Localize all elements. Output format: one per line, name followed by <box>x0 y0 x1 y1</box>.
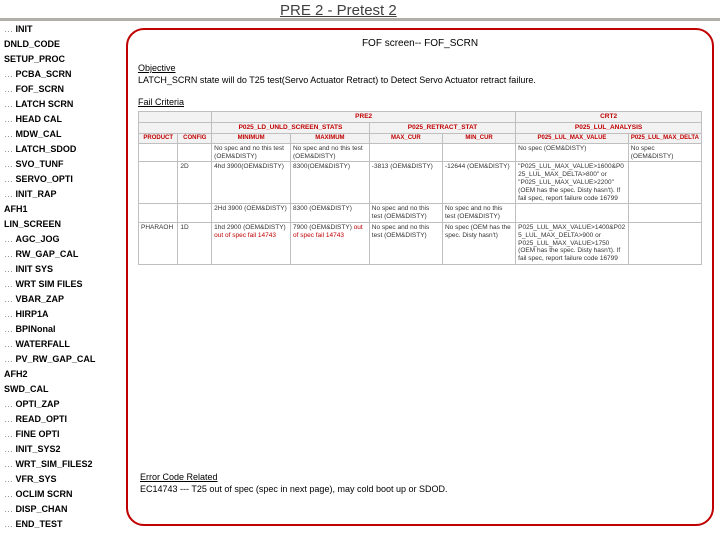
sidebar-item[interactable]: … FINE OPTI <box>4 427 120 442</box>
table-cell: PHARAOH <box>139 222 178 264</box>
objective-heading: Objective <box>138 63 702 73</box>
column-header: PRODUCT <box>139 133 178 143</box>
sidebar-item[interactable]: … LATCH SCRN <box>4 97 120 112</box>
group-header: PRE2 <box>212 112 516 123</box>
content-subtitle: FOF screen-- FOF_SCRN <box>138 38 702 49</box>
table-cell: No spec and no this test (OEM&DISTY) <box>212 143 291 162</box>
sidebar-item[interactable]: … OCLIM SCRN <box>4 487 120 502</box>
table-row: No spec and no this test (OEM&DISTY)No s… <box>139 143 702 162</box>
sidebar-item[interactable]: … WATERFALL <box>4 337 120 352</box>
table-row: 2Hd 3900 (OEM&DISTY)8300 (OEM&DISTY)No s… <box>139 204 702 223</box>
column-header: MAXIMUM <box>290 133 369 143</box>
table-row: 2D4hd 3900(OEM&DISTY)8300(OEM&DISTY)-381… <box>139 162 702 204</box>
table-cell: "P025_LUL_MAX_VALUE>1600&P025_LUL_MAX_DE… <box>516 162 629 204</box>
sidebar-item[interactable]: … INIT_SYS2 <box>4 442 120 457</box>
table-cell: No spec and no this test (OEM&DISTY) <box>442 204 515 223</box>
subgroup-header: P025_LUL_ANALYSIS <box>516 122 702 133</box>
sidebar-item[interactable]: … RW_GAP_CAL <box>4 247 120 262</box>
table-cell: No spec (OEM has the spec. Disty hasn't) <box>442 222 515 264</box>
subgroup-header: P025_RETRACT_STAT <box>369 122 515 133</box>
sidebar-item[interactable]: … VFR_SYS <box>4 472 120 487</box>
table-cell: No spec (OEM&DISTY) <box>628 143 701 162</box>
sidebar-item[interactable]: … MDW_CAL <box>4 127 120 142</box>
table-cell <box>139 143 178 162</box>
sidebar-item[interactable]: … INIT <box>4 22 120 37</box>
group-header: CRT2 <box>516 112 702 123</box>
table-cell <box>628 204 701 223</box>
table-cell <box>178 204 212 223</box>
sidebar-item[interactable]: … END_TEST <box>4 517 120 532</box>
sidebar-item[interactable]: … BPINonal <box>4 322 120 337</box>
sidebar-item[interactable]: … FOF_SCRN <box>4 82 120 97</box>
sidebar-item[interactable]: … INIT_RAP <box>4 187 120 202</box>
sidebar-item[interactable]: … SERVO_OPTI <box>4 172 120 187</box>
column-header: MAX_CUR <box>369 133 442 143</box>
sidebar-item[interactable]: SWD_CAL <box>4 382 120 397</box>
table-body: No spec and no this test (OEM&DISTY)No s… <box>139 143 702 264</box>
table-cell <box>139 162 178 204</box>
sidebar-item[interactable]: DNLD_CODE <box>4 37 120 52</box>
table-cell <box>442 143 515 162</box>
sidebar-item[interactable]: … SVO_TUNF <box>4 157 120 172</box>
column-header: P025_LUL_MAX_VALUE <box>516 133 629 143</box>
sidebar-item[interactable]: AFH2 <box>4 367 120 382</box>
error-heading: Error Code Related <box>140 472 700 482</box>
sidebar-item[interactable]: … HIRP1A <box>4 307 120 322</box>
sidebar-item[interactable]: … AGC_JOG <box>4 232 120 247</box>
table-cell: 1hd 2900 (OEM&DISTY) out of spec fail 14… <box>212 222 291 264</box>
table-cell <box>516 204 629 223</box>
table-cell <box>369 143 442 162</box>
table-cell <box>139 204 178 223</box>
table-cell: 4hd 3900(OEM&DISTY) <box>212 162 291 204</box>
sidebar-item[interactable]: … PCBA_SCRN <box>4 67 120 82</box>
table-cell: 8300(OEM&DISTY) <box>290 162 369 204</box>
content-panel: FOF screen-- FOF_SCRN Objective LATCH_SC… <box>126 28 714 526</box>
table-cell: -3813 (OEM&DISTY) <box>369 162 442 204</box>
table-cell: No spec and no this test (OEM&DISTY) <box>290 143 369 162</box>
table-cell: P025_LUL_MAX_VALUE>1400&P025_LUL_MAX_DEL… <box>516 222 629 264</box>
table-head: PRE2CRT2 P025_LD_UNLD_SCREEN_STATSP025_RE… <box>139 112 702 144</box>
sidebar-item[interactable]: AFH1 <box>4 202 120 217</box>
table-cell: No spec (OEM&DISTY) <box>516 143 629 162</box>
column-header: MINIMUM <box>212 133 291 143</box>
table-cell: -12644 (OEM&DISTY) <box>442 162 515 204</box>
fail-criteria-heading: Fail Criteria <box>138 97 702 107</box>
error-section: Error Code Related EC14743 --- T25 out o… <box>140 472 700 506</box>
subgroup-header: P025_LD_UNLD_SCREEN_STATS <box>212 122 370 133</box>
table-cell: 2D <box>178 162 212 204</box>
table-cell: 1D <box>178 222 212 264</box>
column-header: P025_LUL_MAX_DELTA <box>628 133 701 143</box>
sidebar-item[interactable]: … VBAR_ZAP <box>4 292 120 307</box>
sidebar-item[interactable]: … DISP_CHAN <box>4 502 120 517</box>
sidebar-item[interactable]: … OPTI_ZAP <box>4 397 120 412</box>
error-text: EC14743 --- T25 out of spec (spec in nex… <box>140 484 700 494</box>
table-cell <box>178 143 212 162</box>
table-cell <box>628 162 701 204</box>
table-cell: 8300 (OEM&DISTY) <box>290 204 369 223</box>
sidebar-item[interactable]: … INIT SYS <box>4 262 120 277</box>
sidebar-item[interactable]: … PV_RW_GAP_CAL <box>4 352 120 367</box>
table-row: PHARAOH1D1hd 2900 (OEM&DISTY) out of spe… <box>139 222 702 264</box>
sidebar-item[interactable]: … WRT SIM FILES <box>4 277 120 292</box>
sidebar-item[interactable]: … READ_OPTI <box>4 412 120 427</box>
sidebar-item[interactable]: … HEAD CAL <box>4 112 120 127</box>
column-header: MIN_CUR <box>442 133 515 143</box>
objective-text: LATCH_SCRN state will do T25 test(Servo … <box>138 75 702 85</box>
page-title: PRE 2 - Pretest 2 <box>280 2 397 19</box>
table-cell: No spec and no this test (OEM&DISTY) <box>369 222 442 264</box>
table-cell <box>628 222 701 264</box>
sidebar-item[interactable]: … WRT_SIM_FILES2 <box>4 457 120 472</box>
table-cell: 2Hd 3900 (OEM&DISTY) <box>212 204 291 223</box>
sidebar-item[interactable]: SETUP_PROC <box>4 52 120 67</box>
column-header: CONFIG <box>178 133 212 143</box>
sidebar-item[interactable]: LIN_SCREEN <box>4 217 120 232</box>
table-cell: 7900 (OEM&DISTY) out of spec fail 14743 <box>290 222 369 264</box>
table-cell: No spec and no this test (OEM&DISTY) <box>369 204 442 223</box>
sidebar-item[interactable]: … LATCH_SDOD <box>4 142 120 157</box>
fail-criteria-table: PRE2CRT2 P025_LD_UNLD_SCREEN_STATSP025_RE… <box>138 111 702 265</box>
sidebar: … INIT DNLD_CODE SETUP_PROC… PCBA_SCRN… … <box>4 22 120 532</box>
